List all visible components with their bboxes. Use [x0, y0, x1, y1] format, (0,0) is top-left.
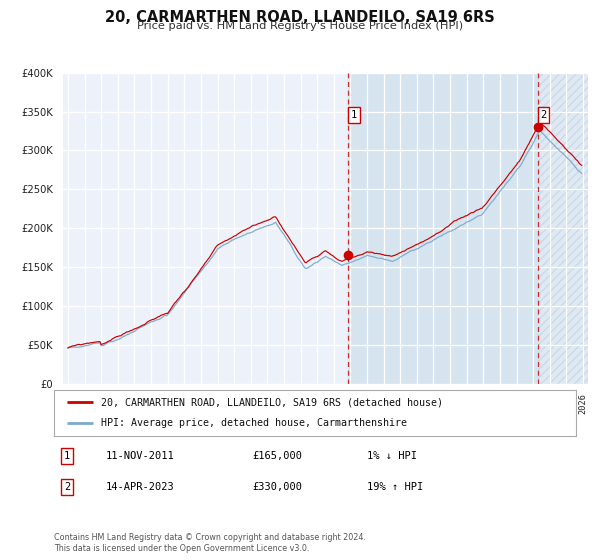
Text: 2: 2	[64, 482, 70, 492]
Text: £330,000: £330,000	[253, 482, 302, 492]
Bar	[348, 73, 538, 384]
Text: Price paid vs. HM Land Registry's House Price Index (HPI): Price paid vs. HM Land Registry's House …	[137, 21, 463, 31]
Text: 20, CARMARTHEN ROAD, LLANDEILO, SA19 6RS (detached house): 20, CARMARTHEN ROAD, LLANDEILO, SA19 6RS…	[101, 397, 443, 407]
Text: Contains HM Land Registry data © Crown copyright and database right 2024.
This d: Contains HM Land Registry data © Crown c…	[54, 533, 366, 553]
Text: 1: 1	[351, 110, 357, 120]
Bar	[538, 73, 596, 384]
Text: 14-APR-2023: 14-APR-2023	[106, 482, 175, 492]
Text: HPI: Average price, detached house, Carmarthenshire: HPI: Average price, detached house, Carm…	[101, 418, 407, 428]
Text: £165,000: £165,000	[253, 451, 302, 461]
Text: 1: 1	[64, 451, 70, 461]
Text: 20, CARMARTHEN ROAD, LLANDEILO, SA19 6RS: 20, CARMARTHEN ROAD, LLANDEILO, SA19 6RS	[105, 10, 495, 25]
Text: 2: 2	[541, 110, 547, 120]
Text: 11-NOV-2011: 11-NOV-2011	[106, 451, 175, 461]
Text: 19% ↑ HPI: 19% ↑ HPI	[367, 482, 424, 492]
Text: 1% ↓ HPI: 1% ↓ HPI	[367, 451, 417, 461]
